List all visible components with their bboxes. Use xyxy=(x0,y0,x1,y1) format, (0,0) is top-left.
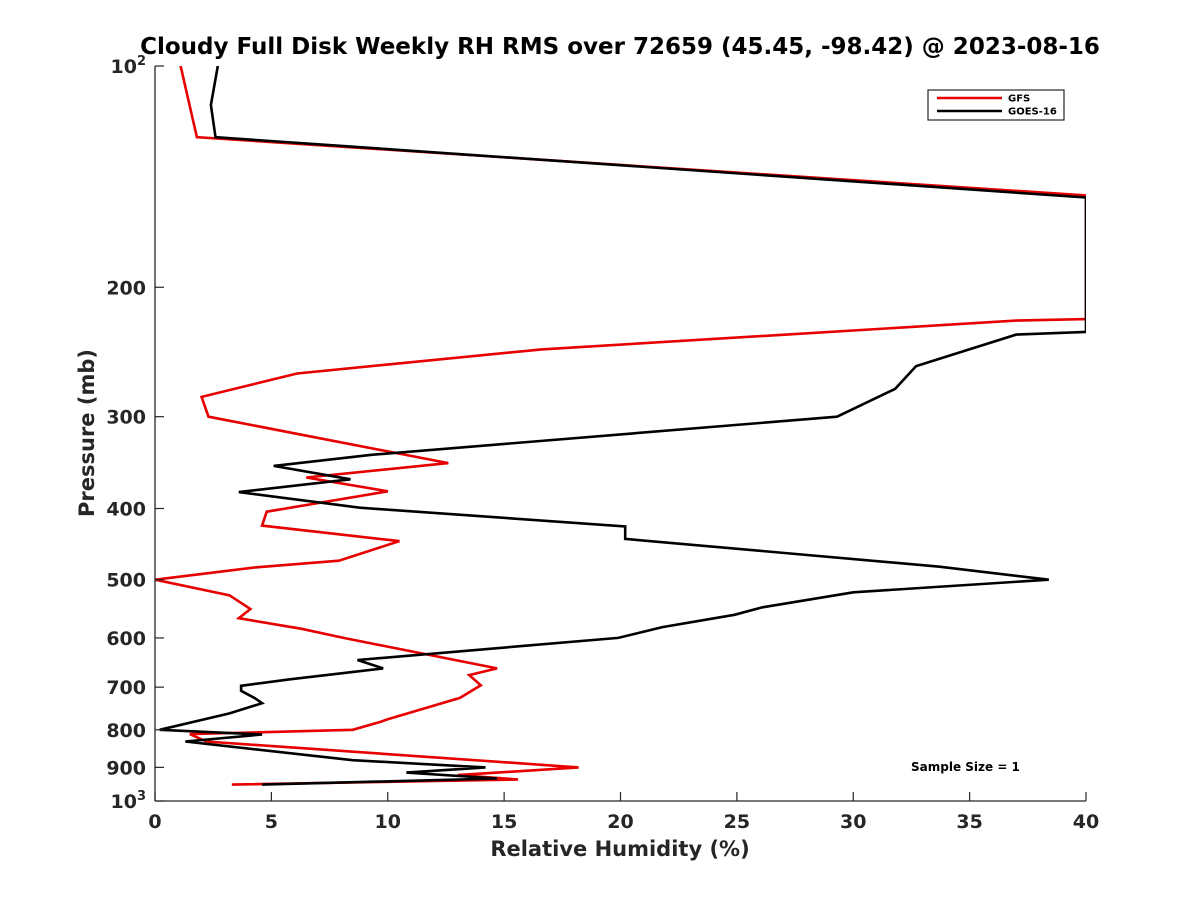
y-tick-label: 800 xyxy=(106,720,146,742)
x-tick-label: 15 xyxy=(491,811,517,833)
x-tick-label: 0 xyxy=(148,811,161,833)
x-tick-label: 25 xyxy=(724,811,750,833)
x-tick-label: 30 xyxy=(840,811,866,833)
y-tick-label: 600 xyxy=(106,628,146,650)
x-tick-label: 10 xyxy=(375,811,401,833)
legend-label-goes16: GOES-16 xyxy=(1008,107,1057,118)
y-tick-label: 103 xyxy=(111,789,147,813)
y-axis-title: Pressure (mb) xyxy=(75,349,99,517)
y-tick-label: 400 xyxy=(106,499,146,521)
legend: GFS GOES-16 xyxy=(927,89,1065,121)
x-axis-title: Relative Humidity (%) xyxy=(490,837,749,861)
series-line-gfs xyxy=(155,66,1086,786)
series-line-goes16 xyxy=(159,66,1086,786)
y-tick-label: 700 xyxy=(106,677,146,699)
plot-area xyxy=(155,66,1086,786)
x-tick-label: 20 xyxy=(607,811,633,833)
y-tick-label: 200 xyxy=(106,277,146,299)
legend-label-gfs: GFS xyxy=(1008,94,1030,105)
x-tick-label: 35 xyxy=(956,811,982,833)
y-tick-label: 900 xyxy=(106,757,146,779)
chart-title: Cloudy Full Disk Weekly RH RMS over 7265… xyxy=(140,34,1100,60)
x-tick-label: 40 xyxy=(1073,811,1099,833)
sample-size-annotation: Sample Size = 1 xyxy=(911,760,1020,774)
y-tick-label: 300 xyxy=(106,407,146,429)
x-tick-label: 5 xyxy=(265,811,278,833)
x-axis-ticks: 0 5 10 15 20 25 30 35 40 xyxy=(148,792,1099,833)
legend-box xyxy=(927,89,1065,121)
y-tick-label: 500 xyxy=(106,570,146,592)
y-tick-label: 102 xyxy=(111,54,147,78)
y-axis-ticks: 102 200 300 400 500 600 700 800 900 103 xyxy=(106,54,164,813)
